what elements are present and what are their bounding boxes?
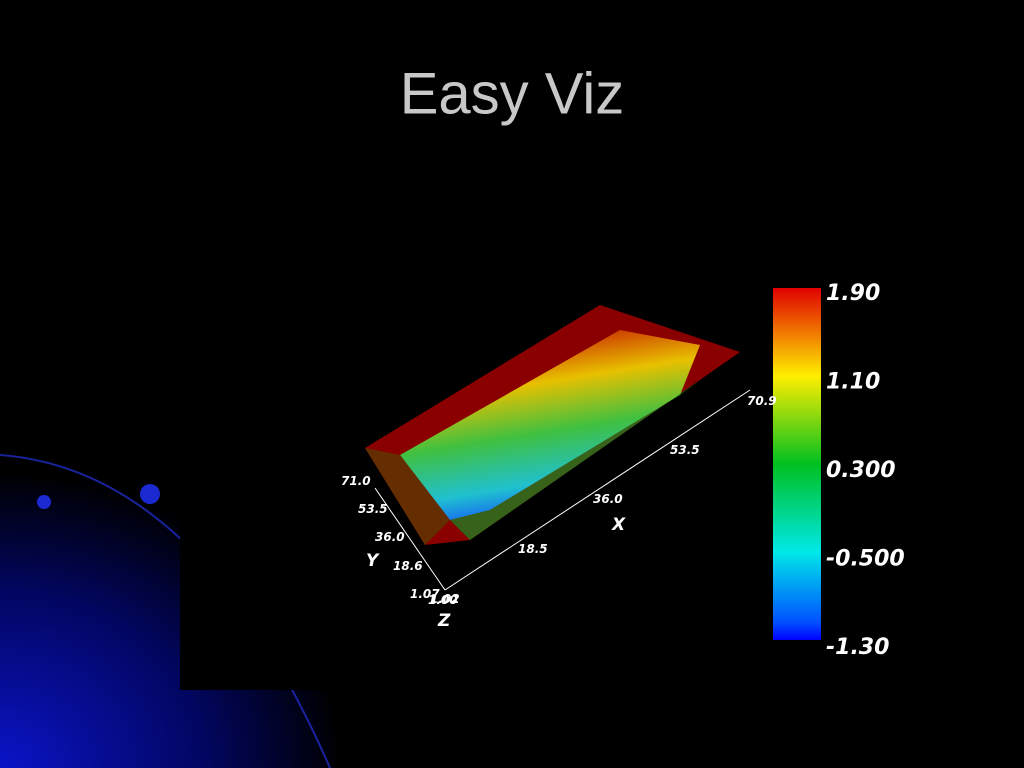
colorbar xyxy=(773,288,821,640)
y-tick-label: 53.5 xyxy=(358,502,388,516)
x-axis-label: X xyxy=(611,515,626,535)
colorbar-tick-label: 0.300 xyxy=(826,458,896,483)
surface-edge xyxy=(450,380,700,540)
colorbar-tick-label: -1.30 xyxy=(826,635,889,660)
x-axis xyxy=(444,389,751,591)
colorbar-tick-label: -0.500 xyxy=(826,547,905,572)
x-tick-label: 36.0 xyxy=(593,492,623,506)
decor-dot xyxy=(37,495,51,509)
decor-dot xyxy=(140,484,160,504)
slide-title: Easy Viz xyxy=(400,61,625,126)
y-tick-label: 71.0 xyxy=(341,474,371,488)
colorbar-tick-label: 1.90 xyxy=(826,281,880,306)
surface xyxy=(400,330,700,520)
colorbar-tick-label: 1.10 xyxy=(826,370,880,395)
x-tick-label: 1.02 xyxy=(430,592,460,606)
y-axis-label: Y xyxy=(366,551,380,571)
x-tick-label: 70.9 xyxy=(747,394,777,408)
surface-side xyxy=(365,448,450,545)
y-tick-label: 18.6 xyxy=(393,559,423,573)
x-tick-label: 18.5 xyxy=(518,542,548,556)
x-tick-label: 53.5 xyxy=(670,443,700,457)
z-tick-label: 1.00 xyxy=(428,593,458,607)
y-tick-label: 1.07 xyxy=(410,587,440,601)
y-tick-label: 36.0 xyxy=(375,530,405,544)
z-axis-label: Z xyxy=(437,611,451,631)
y-axis xyxy=(374,487,446,591)
